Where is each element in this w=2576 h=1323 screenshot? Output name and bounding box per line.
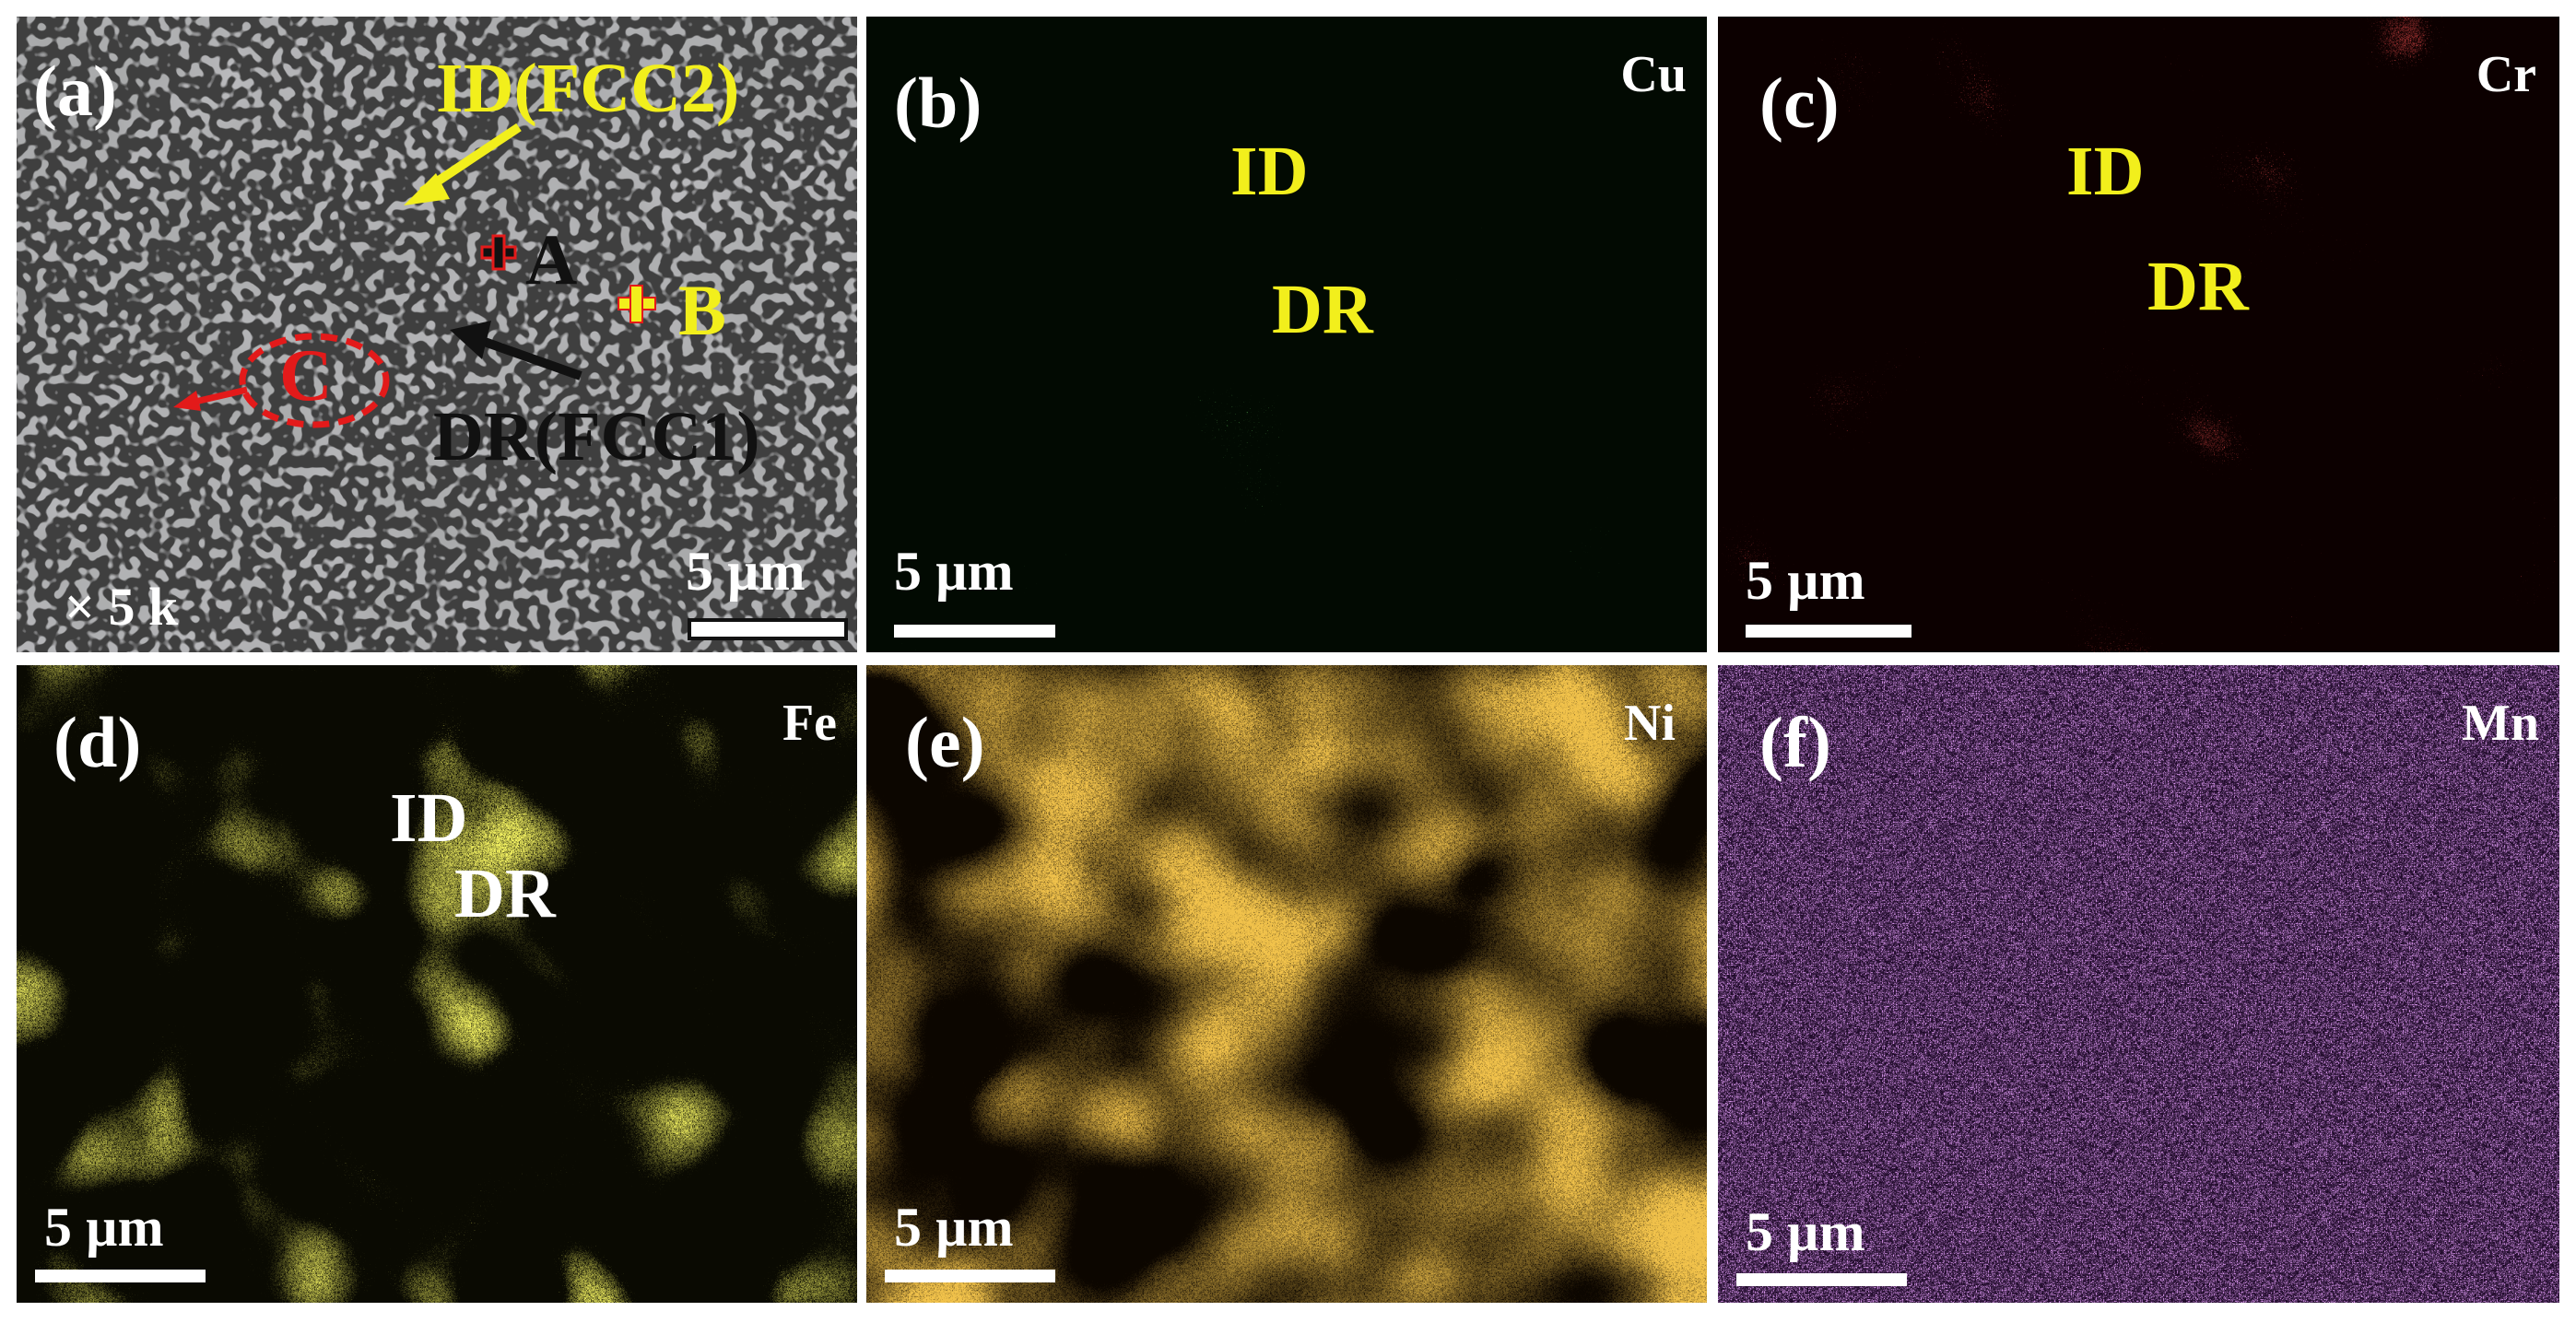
element-label: Mn <box>2462 695 2539 752</box>
sem-micrograph <box>17 17 857 652</box>
panel-label: (c) <box>1759 63 1840 143</box>
region-dr-label: DR <box>2147 248 2249 325</box>
panel-f-mn-map: (f) Mn 5 µm <box>1718 665 2559 1303</box>
element-label: Ni <box>1624 695 1676 752</box>
mn-element-map <box>1718 665 2559 1303</box>
scale-text: 5 µm <box>1746 1201 1865 1262</box>
scale-bar <box>1746 625 1911 638</box>
panel-a-sem-image: (a) ID(FCC2) A B C DR(FCC1) × 5 k 5 µm <box>17 17 857 652</box>
scale-text: 5 µm <box>686 541 806 602</box>
panel-label: (e) <box>905 702 985 782</box>
panel-d-fe-map: (d) Fe ID DR 5 µm <box>17 665 857 1303</box>
region-id-label: ID <box>2066 133 2145 210</box>
scale-bar <box>35 1270 206 1282</box>
region-dr-label: DR <box>1272 271 1373 348</box>
panel-c-cr-map: (c) Cr ID DR 5 µm <box>1718 17 2559 652</box>
panel-label: (a) <box>33 51 117 131</box>
scale-text: 5 µm <box>1746 550 1865 611</box>
cr-element-map <box>1718 17 2559 652</box>
ni-element-map <box>866 665 1707 1303</box>
scale-bar <box>894 625 1055 638</box>
point-b-label: B <box>678 270 727 350</box>
point-a-label: A <box>525 219 578 299</box>
panel-b-cu-map: (b) Cu ID DR 5 µm <box>866 17 1707 652</box>
element-label: Cr <box>2476 46 2536 103</box>
cu-element-map <box>866 17 1707 652</box>
scale-text: 5 µm <box>894 1197 1014 1258</box>
panel-label: (d) <box>53 702 142 782</box>
element-label: Cu <box>1620 46 1687 103</box>
element-label: Fe <box>782 695 837 752</box>
region-id-label: ID <box>390 779 468 857</box>
panel-label: (f) <box>1759 702 1831 782</box>
region-dr-label: DR <box>454 855 556 932</box>
panel-e-ni-map: (e) Ni 5 µm <box>866 665 1707 1303</box>
scale-text: 5 µm <box>44 1197 164 1258</box>
fe-element-map <box>17 665 857 1303</box>
id-fcc2-label: ID(FCC2) <box>436 50 740 127</box>
scale-bar <box>1736 1273 1907 1286</box>
point-c-label: C <box>279 335 333 416</box>
scale-bar <box>885 1270 1055 1282</box>
dr-fcc1-label: DR(FCC1) <box>433 398 760 475</box>
scale-text: 5 µm <box>894 541 1014 602</box>
magnification-label: × 5 k <box>65 577 179 637</box>
region-id-label: ID <box>1230 133 1309 210</box>
panel-label: (b) <box>894 63 982 143</box>
